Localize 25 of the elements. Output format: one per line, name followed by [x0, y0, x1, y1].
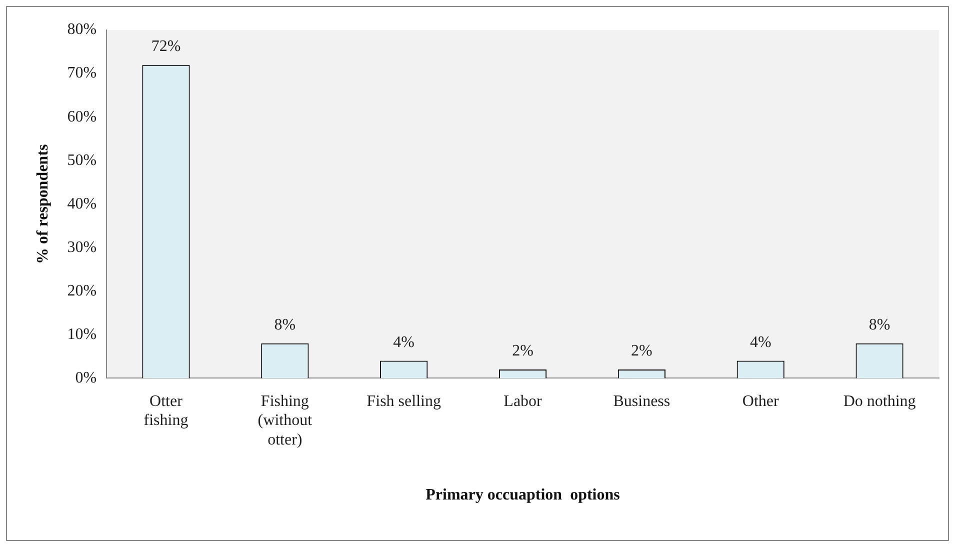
x-tick-label: Fishing (without otter): [258, 393, 313, 448]
y-axis-title: % of respondents: [34, 144, 52, 264]
data-label: 8%: [868, 316, 890, 334]
y-tick-label: 0%: [75, 369, 97, 386]
x-tick-label: Labor: [504, 393, 543, 410]
data-label: 4%: [750, 334, 772, 351]
y-tick-label: 80%: [67, 21, 97, 38]
x-tick-label: Fish selling: [366, 393, 441, 410]
y-tick-label: 10%: [67, 326, 97, 343]
y-tick-label: 60%: [67, 108, 97, 126]
y-tick-label: 30%: [67, 238, 97, 256]
x-tick-label: Otter fishing: [144, 393, 188, 430]
data-label: 2%: [631, 342, 652, 360]
y-tick-label: 70%: [67, 64, 97, 82]
data-label: 4%: [393, 334, 415, 351]
y-tick-label: 50%: [67, 152, 97, 169]
x-tick-label: Business: [613, 393, 670, 410]
x-tick-label: Other: [742, 393, 780, 410]
data-label: 2%: [512, 342, 534, 360]
data-label: 72%: [151, 38, 181, 56]
y-tick-label: 20%: [67, 282, 97, 300]
x-tick-label: Do nothing: [843, 393, 916, 410]
data-label: 8%: [274, 316, 296, 334]
y-tick-label: 40%: [67, 195, 97, 212]
x-axis-title: Primary occuaption options: [426, 486, 620, 504]
